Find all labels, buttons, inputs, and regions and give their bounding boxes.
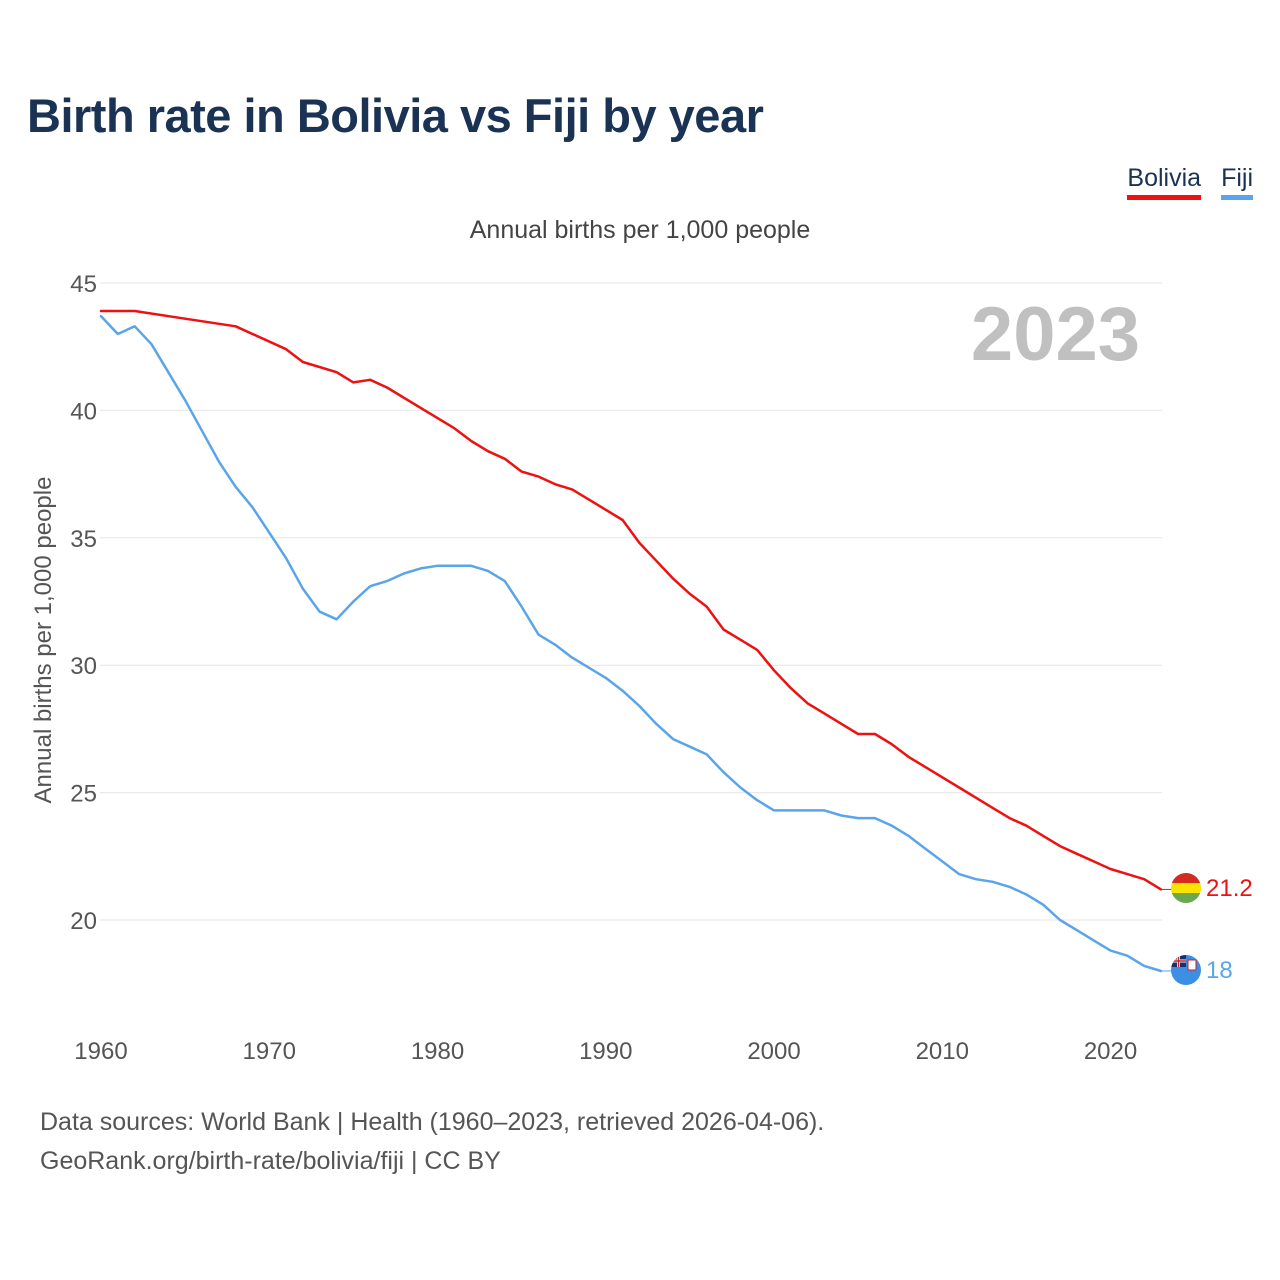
chart-title: Birth rate in Bolivia vs Fiji by year bbox=[27, 89, 764, 142]
gridlines bbox=[100, 282, 1162, 921]
series-line-fiji[interactable] bbox=[99, 314, 1163, 973]
year-watermark: 2023 bbox=[971, 292, 1140, 377]
series-line-bolivia[interactable] bbox=[99, 309, 1163, 891]
y-tick-label: 45 bbox=[70, 271, 97, 298]
x-tick-label: 2000 bbox=[747, 1038, 800, 1065]
y-axis-label: Annual births per 1,000 people bbox=[30, 477, 57, 804]
y-tick-label: 20 bbox=[70, 908, 97, 935]
x-axis-ticks: 1960 1970 1980 1990 2000 2010 2020 bbox=[74, 1038, 1137, 1065]
legend-item-fiji[interactable]: Fiji bbox=[1221, 164, 1253, 200]
source-note: Data sources: World Bank | Health (1960–… bbox=[40, 1103, 824, 1181]
legend-item-bolivia[interactable]: Bolivia bbox=[1127, 164, 1202, 200]
fiji-end-label: 18 bbox=[1206, 957, 1233, 984]
x-tick-label: 1970 bbox=[243, 1038, 296, 1065]
bolivia-flag-icon bbox=[1171, 873, 1201, 903]
fiji-flag-icon bbox=[1171, 955, 1201, 985]
y-tick-label: 40 bbox=[70, 398, 97, 425]
chart-subtitle: Annual births per 1,000 people bbox=[469, 216, 811, 244]
source-line-1: Data sources: World Bank | Health (1960–… bbox=[40, 1108, 825, 1136]
source-line-2[interactable]: GeoRank.org/birth-rate/bolivia/fiji | CC… bbox=[40, 1147, 501, 1175]
x-tick-label: 1990 bbox=[579, 1038, 632, 1065]
x-tick-label: 1960 bbox=[74, 1038, 127, 1065]
x-tick-label: 1980 bbox=[411, 1038, 464, 1065]
bolivia-end-label: 21.2 bbox=[1206, 875, 1253, 902]
legend: Bolivia Fiji bbox=[1127, 164, 1253, 200]
y-axis-ticks: 20 25 30 35 40 45 bbox=[70, 271, 97, 935]
x-tick-label: 2020 bbox=[1084, 1038, 1137, 1065]
y-tick-label: 25 bbox=[70, 781, 97, 808]
series-lines bbox=[99, 309, 1172, 973]
y-tick-label: 30 bbox=[70, 653, 97, 680]
x-tick-label: 2010 bbox=[916, 1038, 969, 1065]
y-tick-label: 35 bbox=[70, 526, 97, 553]
